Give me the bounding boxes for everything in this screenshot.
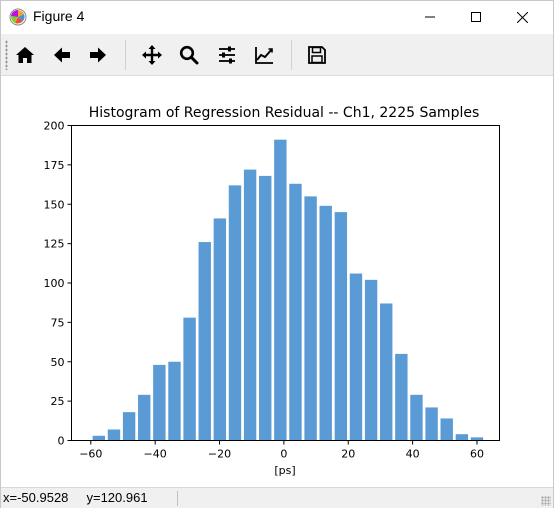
histogram-bar	[364, 279, 378, 441]
status-bar: x=-50.9528 y=120.961	[1, 487, 553, 508]
y-tick-label: 200	[44, 120, 65, 133]
x-tick-label: 40	[406, 448, 420, 461]
magnifier-icon	[179, 45, 199, 65]
y-tick-label: 100	[44, 277, 65, 290]
back-button[interactable]	[47, 40, 77, 70]
histogram-bar	[455, 434, 469, 441]
histogram-bar	[395, 353, 408, 441]
histogram-bar	[198, 242, 211, 441]
minimize-button[interactable]	[407, 1, 453, 33]
y-tick-label: 175	[44, 159, 65, 172]
navigation-toolbar	[1, 34, 553, 76]
y-tick-label: 50	[51, 356, 65, 369]
matplotlib-logo-icon	[9, 8, 27, 26]
histogram-bar	[243, 169, 257, 441]
sliders-icon	[219, 46, 235, 64]
histogram-chart: Histogram of Regression Residual -- Ch1,…	[44, 105, 500, 477]
histogram-bar	[410, 394, 423, 441]
toolbar-grip[interactable]	[5, 40, 8, 70]
maximize-icon	[471, 12, 481, 22]
cursor-coordinates: x=-50.9528 y=120.961	[3, 490, 148, 505]
maximize-button[interactable]	[453, 1, 499, 33]
forward-button[interactable]	[83, 40, 113, 70]
x-tick-label: −40	[144, 448, 167, 461]
minimize-icon	[425, 16, 435, 18]
histogram-bar	[92, 435, 106, 441]
histogram-bar	[183, 317, 196, 441]
axes-frame	[71, 125, 500, 441]
move-icon	[142, 45, 162, 65]
histogram-bar	[334, 212, 348, 441]
histogram-bar	[304, 196, 317, 441]
y-tick-label: 125	[44, 238, 65, 251]
y-tick-label: 25	[51, 395, 65, 408]
status-separator	[177, 491, 178, 506]
y-tick-label: 75	[51, 316, 65, 329]
histogram-bar	[122, 412, 136, 441]
x-tick-label: 20	[341, 448, 355, 461]
x-tick-label: −60	[79, 448, 102, 461]
edit-axis-button[interactable]	[249, 40, 279, 70]
x-tick-label: −20	[208, 448, 231, 461]
histogram-bar	[153, 364, 166, 441]
y-tick-label: 150	[44, 198, 65, 211]
histogram-bar	[138, 394, 151, 441]
home-button[interactable]	[10, 40, 40, 70]
x-tick-label: 60	[470, 448, 484, 461]
x-tick-label: 0	[280, 448, 287, 461]
close-icon	[516, 11, 528, 23]
x-axis-label: [ps]	[274, 464, 295, 477]
histogram-bar	[425, 407, 438, 441]
y-tick-label: 0	[58, 435, 65, 448]
window-title: Figure 4	[33, 8, 85, 24]
close-button[interactable]	[499, 1, 545, 33]
floppy-disk-icon	[308, 46, 326, 64]
histogram-bar	[470, 437, 484, 441]
arrow-right-icon	[90, 47, 106, 63]
zoom-button[interactable]	[174, 40, 204, 70]
arrow-left-icon	[54, 47, 70, 63]
pan-button[interactable]	[137, 40, 167, 70]
configure-subplots-button[interactable]	[212, 40, 242, 70]
figure-canvas[interactable]: Histogram of Regression Residual -- Ch1,…	[1, 77, 553, 487]
chart-title: Histogram of Regression Residual -- Ch1,…	[89, 105, 480, 121]
toolbar-separator	[125, 40, 126, 70]
histogram-bar	[289, 183, 302, 441]
histogram-bar	[440, 418, 453, 441]
save-button[interactable]	[302, 40, 332, 70]
title-bar: Figure 4	[1, 1, 553, 33]
histogram-bar	[319, 205, 332, 441]
histogram-bar	[259, 175, 272, 441]
histogram-bar	[107, 429, 121, 441]
histogram-bar	[213, 218, 227, 441]
resize-grip[interactable]	[541, 496, 551, 506]
histogram-bar	[168, 361, 181, 441]
toolbar-separator	[291, 40, 292, 70]
histogram-bar	[380, 303, 393, 441]
home-icon	[16, 47, 34, 63]
histogram-bar	[228, 185, 242, 441]
histogram-bar	[349, 273, 363, 441]
histogram-bar	[274, 139, 287, 441]
line-chart-icon	[255, 47, 273, 64]
